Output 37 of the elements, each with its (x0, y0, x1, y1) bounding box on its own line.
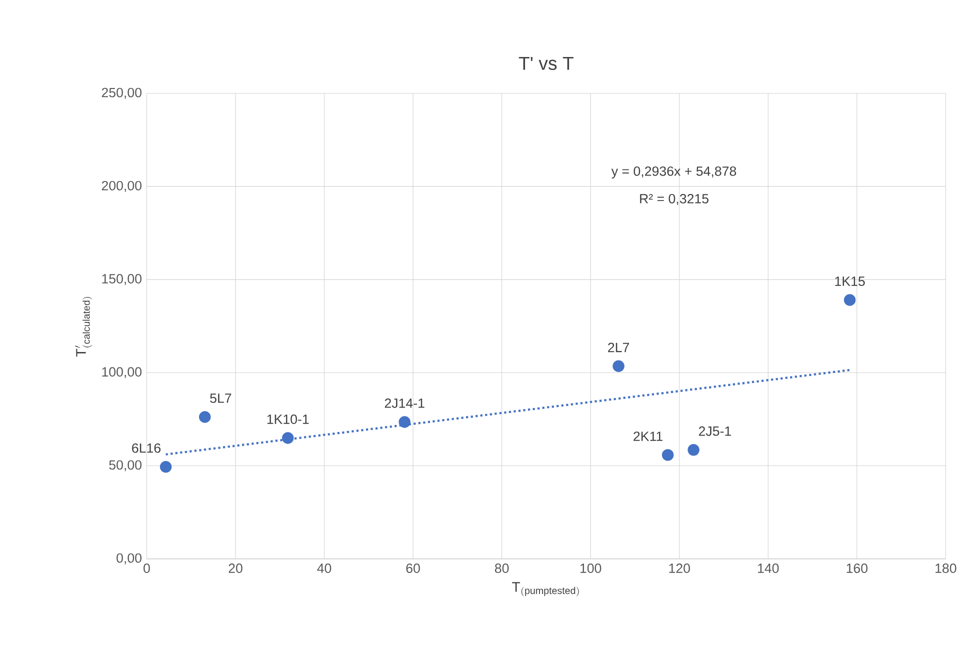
x-tick-label: 60 (406, 564, 420, 574)
x-tick-label: 20 (228, 564, 242, 574)
annotation: 1K15 (835, 276, 865, 286)
x-tick-label: 120 (669, 564, 690, 574)
point (160, 461, 172, 473)
chart-title: T' vs T (518, 57, 574, 70)
x-tick-label: 100 (580, 564, 602, 574)
y-tick-label: 100,00 (102, 367, 142, 378)
point (844, 294, 856, 306)
annotation: 6L16 (132, 443, 161, 453)
point (282, 432, 294, 444)
annotation: 2J5-1 (698, 426, 731, 436)
y-axis-title: $\mathrm{T}'_{\mathrm{(calculated)}}$ (75, 297, 92, 357)
y-tick-label: 250,00 (102, 88, 142, 99)
x-tick-label: 40 (317, 564, 332, 574)
x-tick-label: 180 (936, 564, 956, 574)
x-tick-label: 160 (846, 564, 868, 574)
y-tick-label: 50,00 (109, 460, 142, 472)
x-tick-label: 80 (494, 564, 509, 574)
annotation: 1K10-1 (267, 414, 309, 424)
x-tick-label: 140 (758, 564, 779, 574)
point (612, 360, 624, 372)
y-tick-label: 150,00 (102, 274, 142, 286)
x-axis-title: $\mathrm{T}_{\mathrm{(pumptested)}}$ (512, 582, 579, 596)
x-tick-label: 0 (144, 564, 150, 574)
point (688, 444, 700, 456)
annotation: R² = 0,3215 (640, 194, 708, 206)
annotation: 2L7 (608, 342, 629, 352)
annotation: 2K11 (634, 432, 662, 441)
y-tick-label: 200,00 (102, 181, 142, 192)
point (198, 411, 211, 423)
annotation: y = 0,2936x + 54,878 (611, 166, 736, 179)
annotation: 2J14-1 (384, 398, 424, 408)
point (662, 449, 674, 461)
point (398, 416, 410, 428)
y-tick-label: 0,00 (116, 553, 142, 564)
annotation: 5L7 (210, 394, 232, 403)
